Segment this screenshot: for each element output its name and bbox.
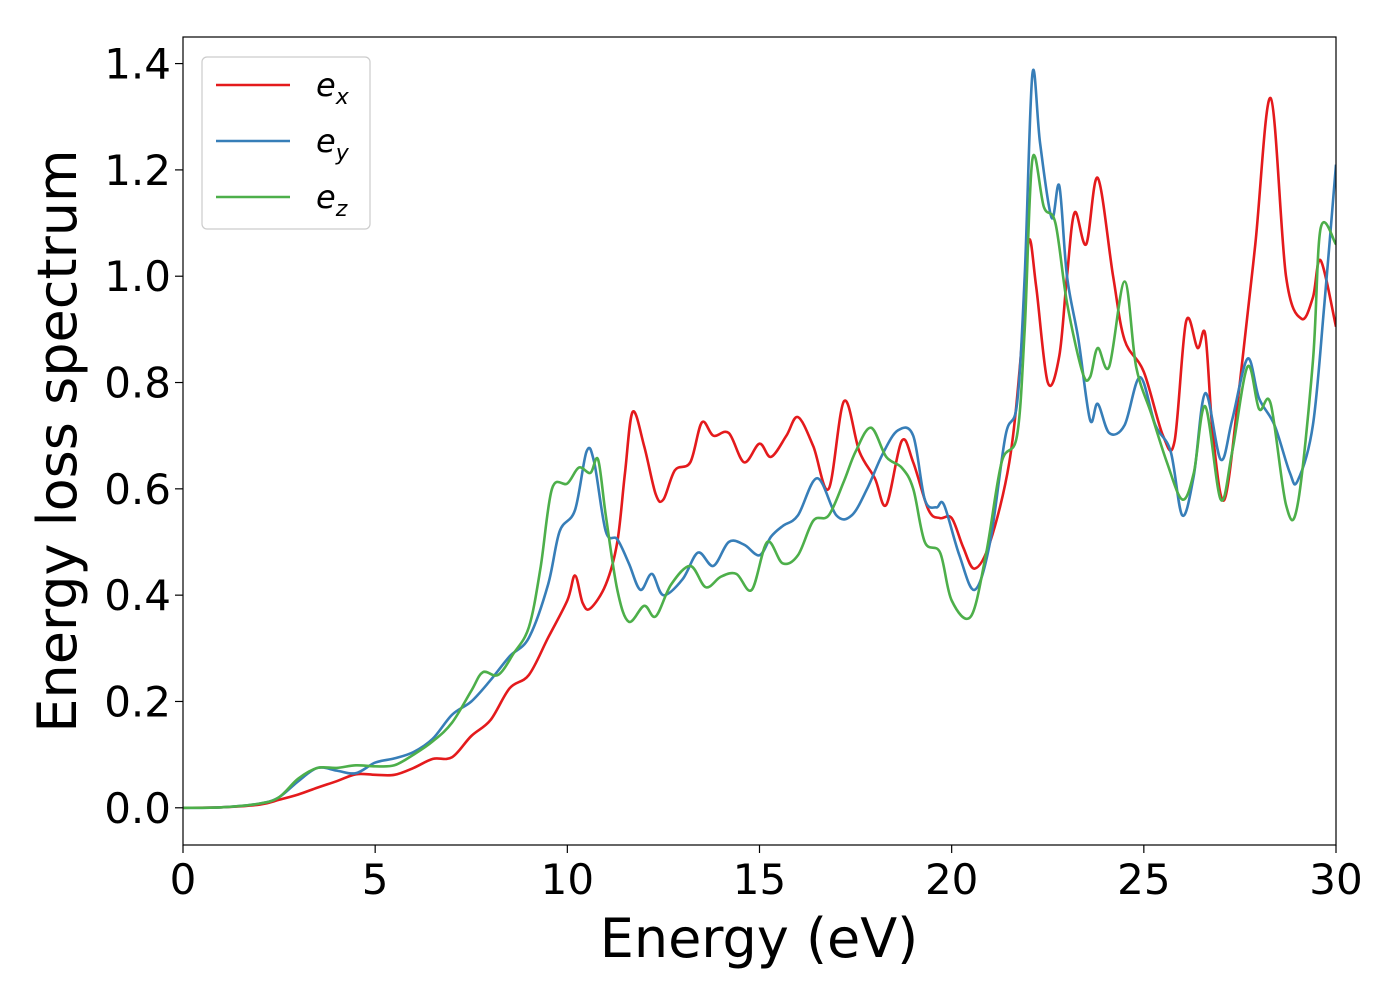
y-tick-label: 1.0 [104,252,171,301]
series-line-x [183,96,1336,810]
y-tick-label: 0.0 [104,784,171,833]
y-tick-label: 1.4 [104,40,171,89]
x-tick-label: 5 [362,855,389,904]
y-tick-label: 0.6 [104,465,171,514]
series-line-y [183,68,1336,810]
legend: ex ey ez [201,56,371,230]
legend-box [201,56,371,230]
x-tick-label: 25 [1117,855,1170,904]
y-tick-label: 0.4 [104,571,171,620]
legend-label-x: ex [316,66,350,110]
x-axis-label: Energy (eV) [600,907,919,970]
legend-label-y: ey [316,122,350,166]
series-layer [183,68,1336,810]
y-tick-label: 1.2 [104,146,171,195]
x-axis-ticks: 0 5 10 15 20 25 30 [170,845,1363,904]
y-tick-label: 0.8 [104,359,171,408]
x-tick-label: 0 [170,855,197,904]
y-axis-label: Energy loss spectrum [26,149,89,732]
legend-label-z: ez [316,178,348,222]
x-tick-label: 20 [925,855,978,904]
x-tick-label: 15 [733,855,786,904]
y-tick-label: 0.2 [104,677,171,726]
x-tick-label: 30 [1309,855,1362,904]
x-tick-label: 10 [541,855,594,904]
series-line-z [183,154,1336,810]
y-axis-ticks: 0.0 0.2 0.4 0.6 0.8 1.0 1.2 1.4 [104,40,183,833]
